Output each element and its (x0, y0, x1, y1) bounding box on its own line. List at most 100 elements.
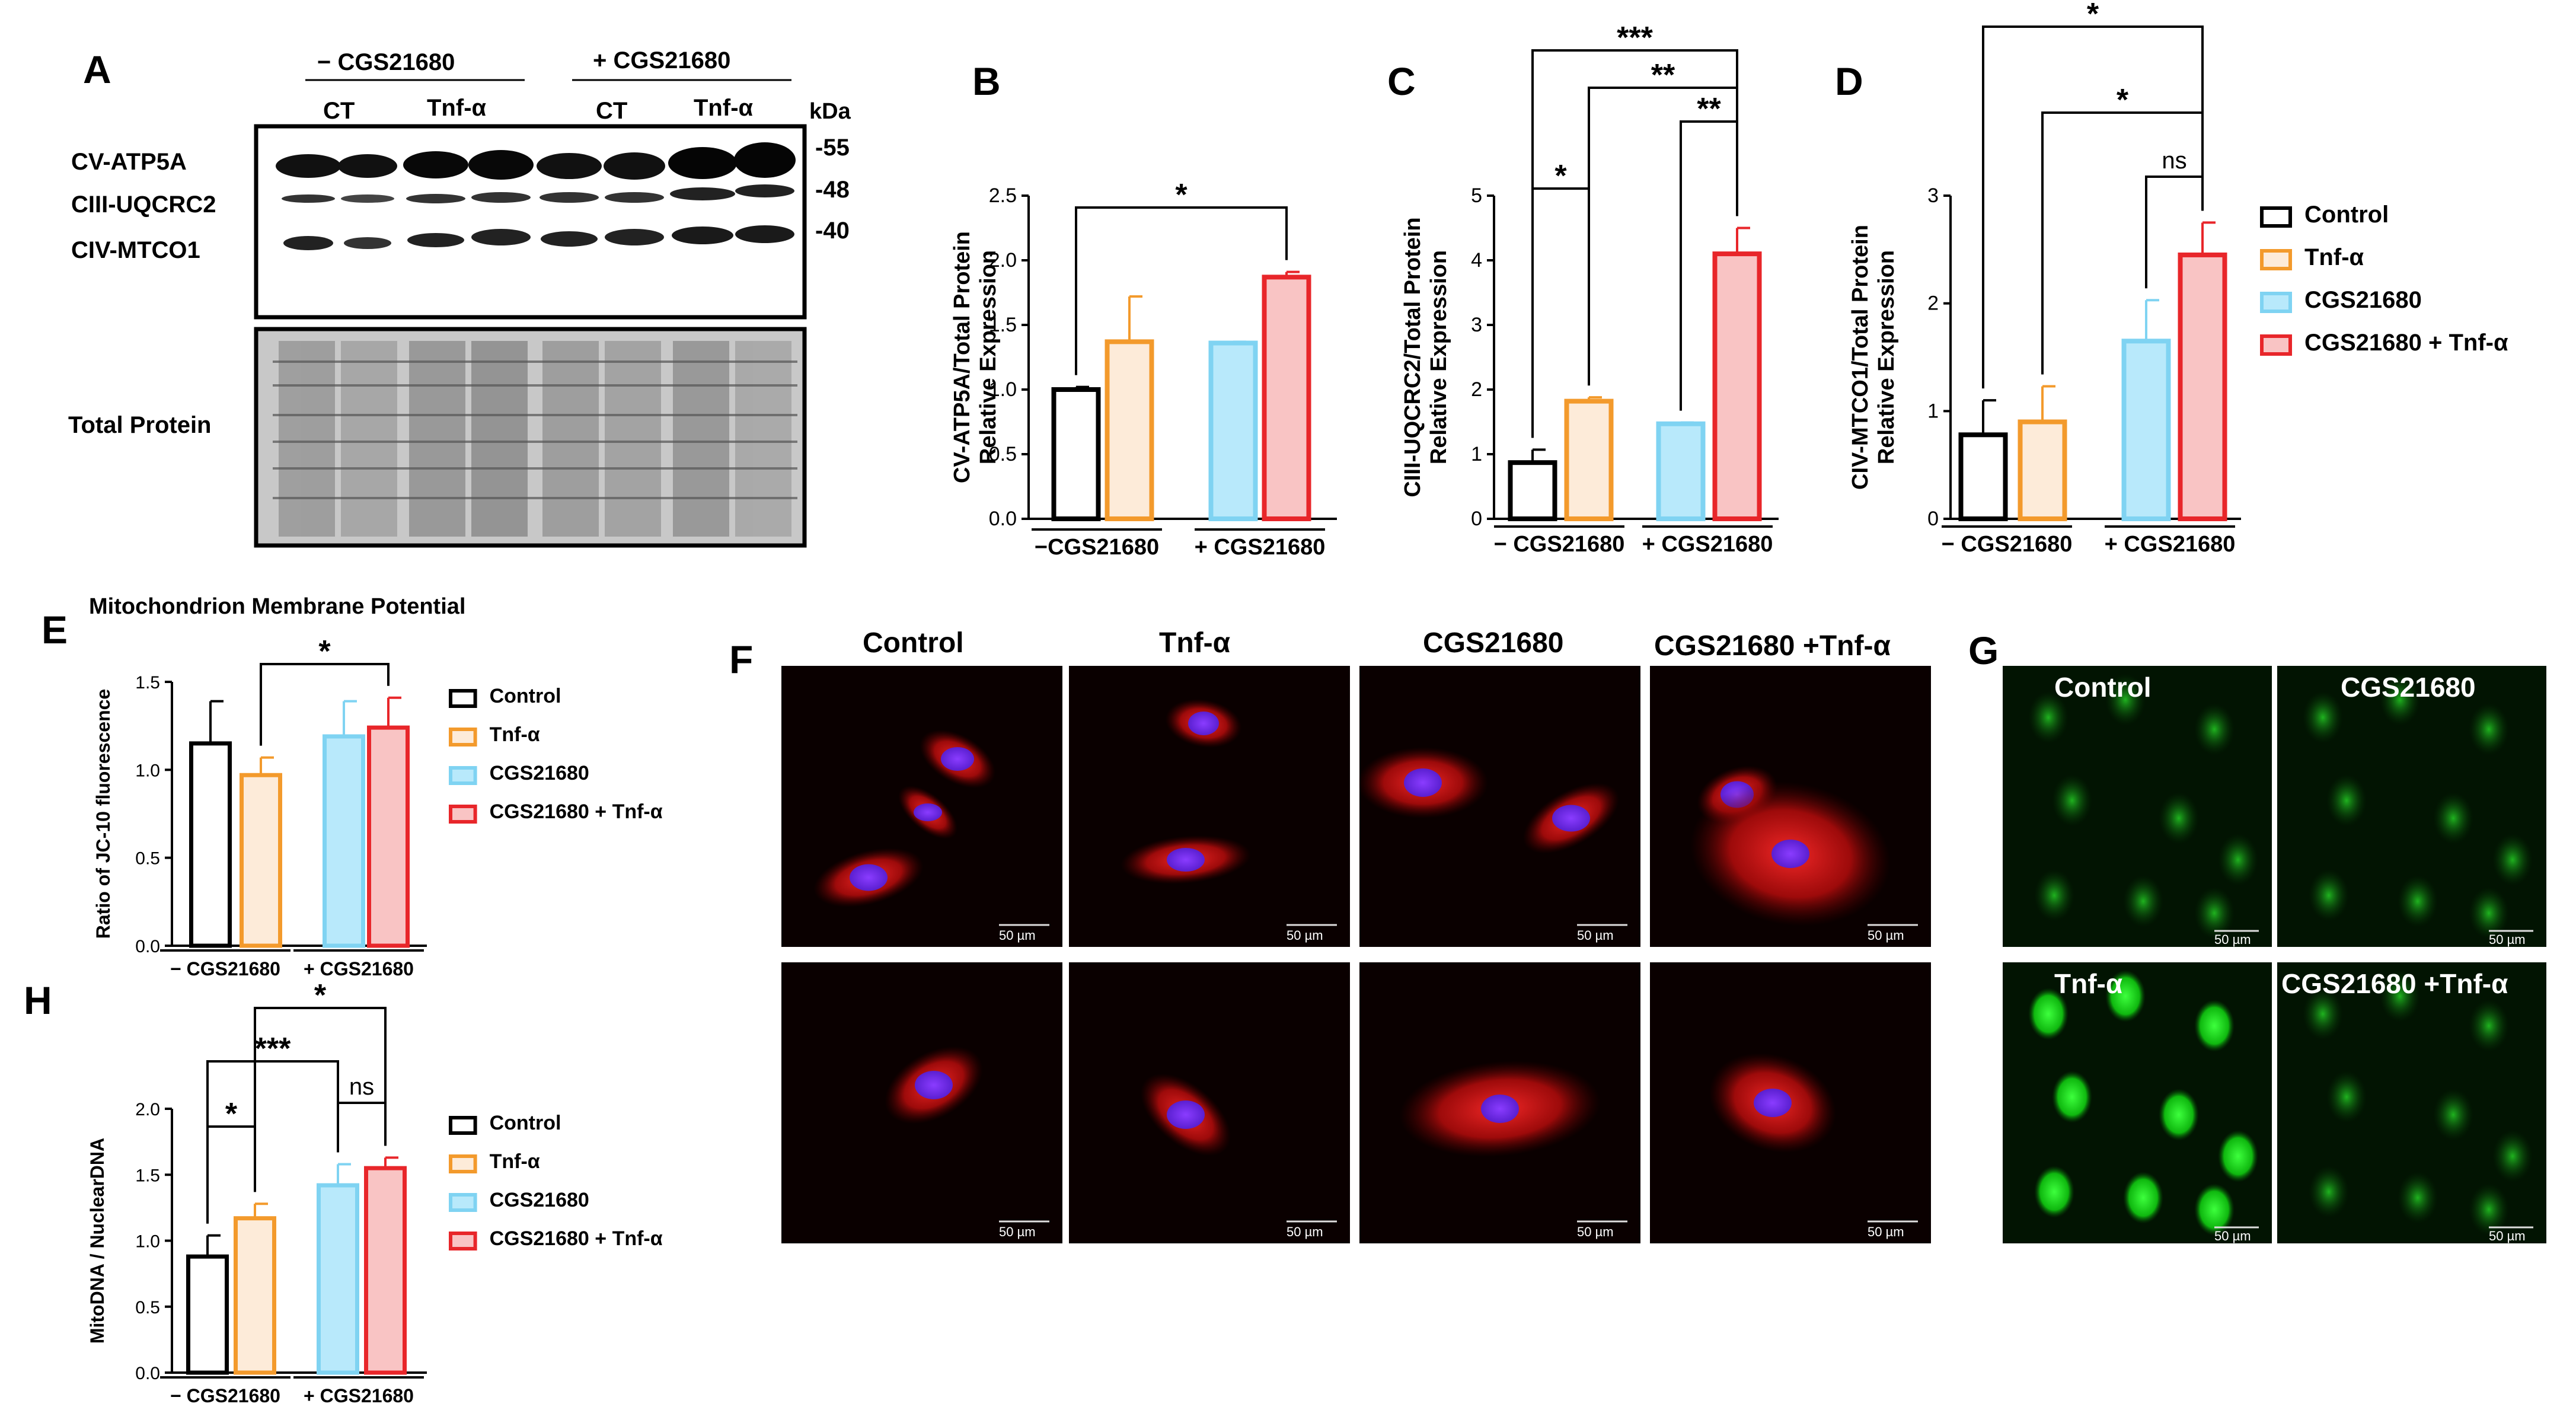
significance-bracket (1531, 49, 1738, 438)
nucleus-shape (1481, 1095, 1519, 1123)
y-axis-label: Relative Expression (976, 250, 1001, 464)
legend-swatch (449, 1116, 477, 1135)
group-label: + CGS21680 (304, 1385, 414, 1406)
nucleus-shape (2309, 869, 2349, 921)
scale-label: 50 µm (2214, 1229, 2251, 1243)
significance-bracket (1075, 206, 1288, 375)
lane-label-1: CT (323, 98, 355, 124)
g-tile-label: Tnf-α (2054, 968, 2122, 999)
group-label: + CGS21680 (1642, 532, 1773, 557)
group-label: − CGS21680 (1494, 532, 1625, 557)
marker-48: -48 (815, 177, 850, 203)
legend-swatch (2260, 249, 2292, 270)
y-axis-label: Relative Expression (1426, 250, 1451, 464)
significance-label: * (225, 1097, 238, 1131)
lane-label-4: Tnf-α (694, 95, 754, 121)
bar (1656, 421, 1706, 522)
legend-swatch (449, 1232, 477, 1250)
legend-label: Control (490, 1112, 561, 1134)
bar (367, 725, 410, 948)
nucleus-shape (1188, 712, 1219, 735)
significance-label: *** (255, 1032, 291, 1066)
y-tick-label: 1 (1927, 400, 1939, 422)
chart-h-mitodna: 0.0 0.5 1.0 1.5 2.0 − CGS21680 + CGS21680 MitoD… (87, 978, 427, 1406)
legend-label: CGS21680 (490, 762, 589, 784)
y-tick-label: 0 (1471, 508, 1482, 530)
panel-letter-g: G (1968, 629, 1999, 672)
y-tick-label: 1.0 (135, 761, 160, 780)
significance-bracket (206, 1125, 256, 1224)
scale-label: 50 µm (2489, 1229, 2526, 1243)
nucleus-shape (2469, 1183, 2509, 1236)
total-protein-lanes (279, 341, 791, 537)
y-tick-label: 5 (1471, 184, 1482, 207)
significance-label: * (314, 978, 327, 1013)
f-title-control: Control (863, 627, 964, 659)
legend-swatch (2260, 334, 2292, 356)
y-tick-label: 0.0 (989, 508, 1017, 530)
g-tile-label: Control (2054, 672, 2152, 703)
significance-label: * (1554, 159, 1567, 193)
g-tile-label: CGS21680 (2341, 672, 2476, 703)
nucleus-shape (2380, 674, 2420, 726)
blot-group-minus: − CGS21680 (317, 49, 455, 75)
scale-label: 50 µm (999, 1224, 1036, 1239)
legend-label: CGS21680 (2304, 287, 2422, 313)
nucleus-shape (2492, 1130, 2533, 1182)
nucleus-shape (2052, 1071, 2092, 1123)
legend-label: CGS21680 + Tnf-α (490, 800, 663, 823)
band-label-uqcrc2: CIII-UQCRC2 (71, 192, 216, 218)
lane-label-3: CT (596, 98, 627, 124)
bar (1712, 251, 1762, 521)
nucleus-shape (2469, 887, 2509, 939)
scale-label: 50 µm (1868, 1224, 1904, 1239)
legend-label: CGS21680 (490, 1189, 589, 1211)
y-axis-label: MitoDNA / NuclearDNA (87, 1138, 108, 1344)
bar (1564, 398, 1614, 521)
nucleus-shape (2028, 691, 2069, 744)
significance-bracket (260, 663, 390, 746)
nucleus-shape (2034, 869, 2074, 921)
group-label: + CGS21680 (1195, 535, 1326, 560)
bar (234, 1216, 276, 1375)
scale-label: 50 µm (2489, 932, 2526, 947)
significance-label: *** (1617, 21, 1653, 55)
bar (2018, 419, 2067, 521)
significance-label: ns (2162, 148, 2186, 174)
legend-swatch (449, 689, 477, 708)
bar (186, 1254, 229, 1375)
legend-label: Control (490, 685, 561, 707)
nucleus-shape (2303, 988, 2343, 1040)
western-blot-panel: − CGS21680 + CGS21680 CT Tnf-α CT Tnf-α … (68, 47, 851, 548)
significance-label: * (1175, 178, 1188, 212)
y-tick-label: 0.0 (135, 937, 160, 956)
significance-bracket (254, 1007, 387, 1192)
significance-bracket (1982, 25, 2204, 389)
nucleus-shape (1167, 1100, 1205, 1129)
marker-55: -55 (815, 135, 850, 161)
panel-letter-d: D (1835, 59, 1863, 103)
legend-swatch (449, 728, 477, 747)
legend-label: Control (2304, 202, 2389, 228)
legend-swatch (449, 805, 477, 824)
nucleus-shape (2218, 834, 2258, 886)
bar (1208, 340, 1258, 522)
nucleus-shape (2309, 1166, 2349, 1218)
nucleus-shape (2492, 834, 2533, 886)
y-tick-label: 1.0 (989, 378, 1017, 401)
nucleus-shape (850, 864, 888, 891)
f-title-tnf: Tnf-α (1159, 627, 1231, 659)
y-tick-label: 1.5 (135, 673, 160, 693)
nucleus-shape (2194, 887, 2235, 939)
bar (1262, 275, 1311, 521)
nucleus-shape (2398, 1172, 2438, 1224)
nucleus-shape (2052, 774, 2092, 827)
y-tick-label: 0.5 (135, 849, 160, 869)
panel-letter-a: A (83, 47, 111, 91)
f-title-cgs-tnf: CGS21680 +Tnf-α (1654, 630, 1891, 662)
micrograph-panel-f: Control Tnf-α CGS21680 CGS21680 +Tnf-α 5… (778, 627, 1935, 1247)
y-tick-label: 0.0 (135, 1364, 160, 1383)
significance-label: ** (1697, 92, 1721, 126)
legend-label: Tnf-α (490, 723, 540, 746)
